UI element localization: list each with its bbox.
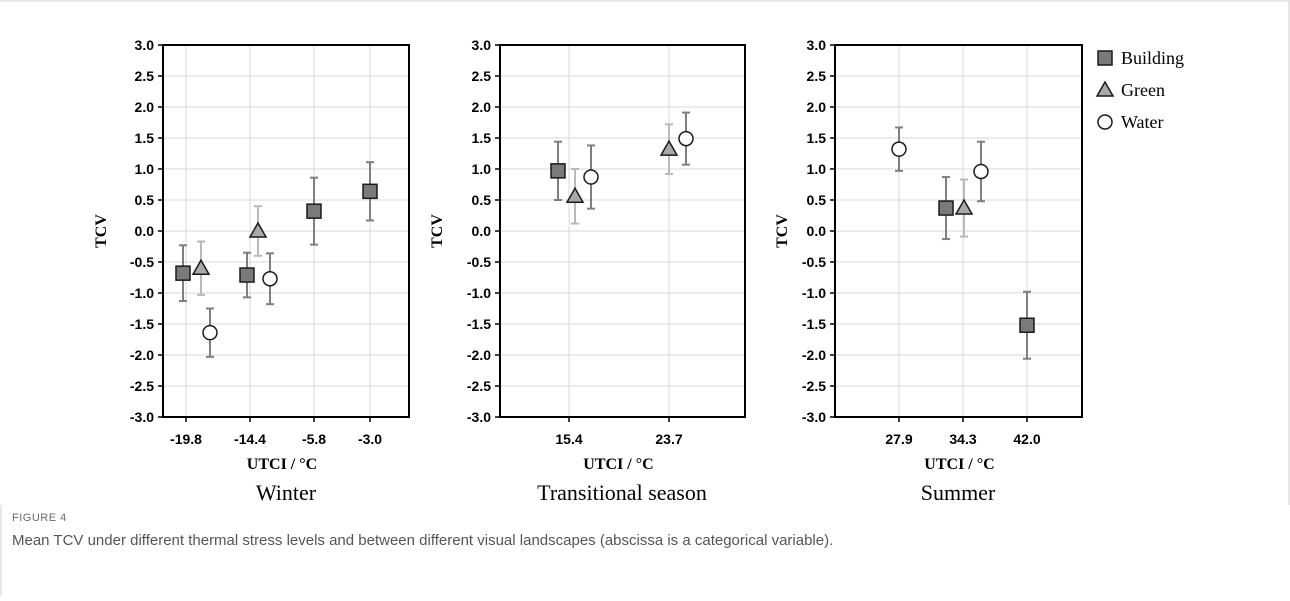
y-axis-label: TCV <box>774 214 791 248</box>
point-building <box>938 200 954 216</box>
point-water <box>262 270 278 287</box>
y-tick-label: 0.0 <box>472 223 492 239</box>
point-water <box>202 324 218 341</box>
point-water <box>678 130 694 147</box>
x-axis-label: UTCI / °C <box>924 456 994 473</box>
legend-label: Building <box>1121 48 1184 68</box>
legend-label: Water <box>1121 112 1164 132</box>
y-tick-label: -3.0 <box>802 409 826 425</box>
x-tick-label: 15.4 <box>555 431 582 447</box>
y-axis-label: TCV <box>429 214 446 248</box>
y-tick-label: 1.5 <box>807 130 827 146</box>
point-water <box>973 163 989 180</box>
y-tick-label: 2.0 <box>807 99 827 115</box>
x-tick-label: -19.8 <box>170 431 202 447</box>
y-tick-label: 0.0 <box>807 223 827 239</box>
y-tick-label: 0.0 <box>135 223 155 239</box>
y-tick-label: -1.5 <box>467 316 491 332</box>
y-tick-label: -2.0 <box>130 347 154 363</box>
point-building <box>550 163 566 179</box>
y-tick-label: -1.0 <box>802 285 826 301</box>
x-axis-label: UTCI / °C <box>583 456 653 473</box>
point-building <box>175 265 191 281</box>
y-tick-label: 1.0 <box>135 161 155 177</box>
y-tick-label: 1.5 <box>135 130 155 146</box>
figure-caption-text: Mean TCV under different thermal stress … <box>12 532 834 549</box>
legend-item-green: Green <box>1095 80 1165 100</box>
y-tick-label: 1.0 <box>807 161 827 177</box>
y-tick-label: -0.5 <box>467 254 491 270</box>
y-tick-label: 2.0 <box>135 99 155 115</box>
x-axis-label: UTCI / °C <box>247 456 317 473</box>
y-tick-label: -0.5 <box>130 254 154 270</box>
y-tick-label: 0.5 <box>135 192 155 208</box>
chart-panels: 3.0 2.5 2.0 1.5 1.0 0.5 0.0 -0.5 -1.0 -1.5 -2.0 -2.… <box>93 37 1083 505</box>
x-tick-label: -3.0 <box>358 431 382 447</box>
y-tick-label: -2.0 <box>802 347 826 363</box>
legend-triangle-icon <box>1095 80 1115 97</box>
y-tick-label: -1.5 <box>802 316 826 332</box>
point-green <box>659 139 679 156</box>
x-tick-label: -14.4 <box>234 431 266 447</box>
x-tick-label: 27.9 <box>885 431 912 447</box>
legend: Building Green Water <box>1095 48 1184 132</box>
figure-label: FIGURE 4 <box>12 512 67 524</box>
y-tick-label: -2.0 <box>467 347 491 363</box>
y-tick-label: -3.0 <box>130 409 154 425</box>
x-tick-label: 42.0 <box>1013 431 1040 447</box>
x-tick-label: 23.7 <box>655 431 682 447</box>
y-tick-label: 2.0 <box>472 99 492 115</box>
legend-item-water: Water <box>1097 112 1164 132</box>
y-tick-label: 2.5 <box>807 68 827 84</box>
point-water <box>583 169 599 185</box>
point-building <box>306 203 322 219</box>
point-water <box>891 141 907 157</box>
figure-caption: FIGURE 4 Mean TCV under different therma… <box>12 512 1272 549</box>
y-tick-label: 3.0 <box>472 37 492 53</box>
y-tick-label: 1.5 <box>472 130 492 146</box>
y-tick-label: -3.0 <box>467 409 491 425</box>
y-tick-label: -1.0 <box>130 285 154 301</box>
y-tick-label: -1.5 <box>130 316 154 332</box>
x-tick-label: 34.3 <box>949 431 976 447</box>
y-tick-label: -2.5 <box>130 378 154 394</box>
point-green <box>954 198 974 215</box>
point-building <box>239 267 255 283</box>
y-tick-label: -0.5 <box>802 254 826 270</box>
y-tick-label: 3.0 <box>135 37 155 53</box>
chart-title: Transitional season <box>537 480 707 505</box>
legend-square-icon <box>1097 50 1113 66</box>
chart-title: Summer <box>921 480 996 505</box>
y-tick-label: 2.5 <box>135 68 155 84</box>
y-tick-label: 0.5 <box>807 192 827 208</box>
point-building <box>1019 317 1035 333</box>
y-axis-label: TCV <box>93 214 110 248</box>
legend-label: Green <box>1121 80 1165 100</box>
y-tick-label: 0.5 <box>472 192 492 208</box>
y-tick-label: -2.5 <box>802 378 826 394</box>
chart-title: Winter <box>256 480 317 505</box>
chart-panel-summer: 3.0 2.5 2.0 1.5 1.0 0.5 0.0 -0.5 -1.0 -1.5 -2.0 -2.… <box>774 37 1083 505</box>
legend-circle-icon <box>1097 114 1113 130</box>
point-building <box>362 183 378 200</box>
y-tick-label: -1.0 <box>467 285 491 301</box>
chart-panel-transitional-season: 3.0 2.5 2.0 1.5 1.0 0.5 0.0 -0.5 -1.0 -1.5 -2.0 -2.… <box>429 37 746 505</box>
point-green <box>191 258 211 275</box>
point-green <box>248 221 268 238</box>
chart-panel-winter: 3.0 2.5 2.0 1.5 1.0 0.5 0.0 -0.5 -1.0 -1.5 -2.0 -2.… <box>93 37 410 505</box>
y-tick-label: -2.5 <box>467 378 491 394</box>
y-tick-label: 1.0 <box>472 161 492 177</box>
y-tick-label: 2.5 <box>472 68 492 84</box>
y-tick-label: 3.0 <box>807 37 827 53</box>
x-tick-label: -5.8 <box>302 431 326 447</box>
point-green <box>565 186 585 204</box>
legend-item-building: Building <box>1097 48 1184 68</box>
